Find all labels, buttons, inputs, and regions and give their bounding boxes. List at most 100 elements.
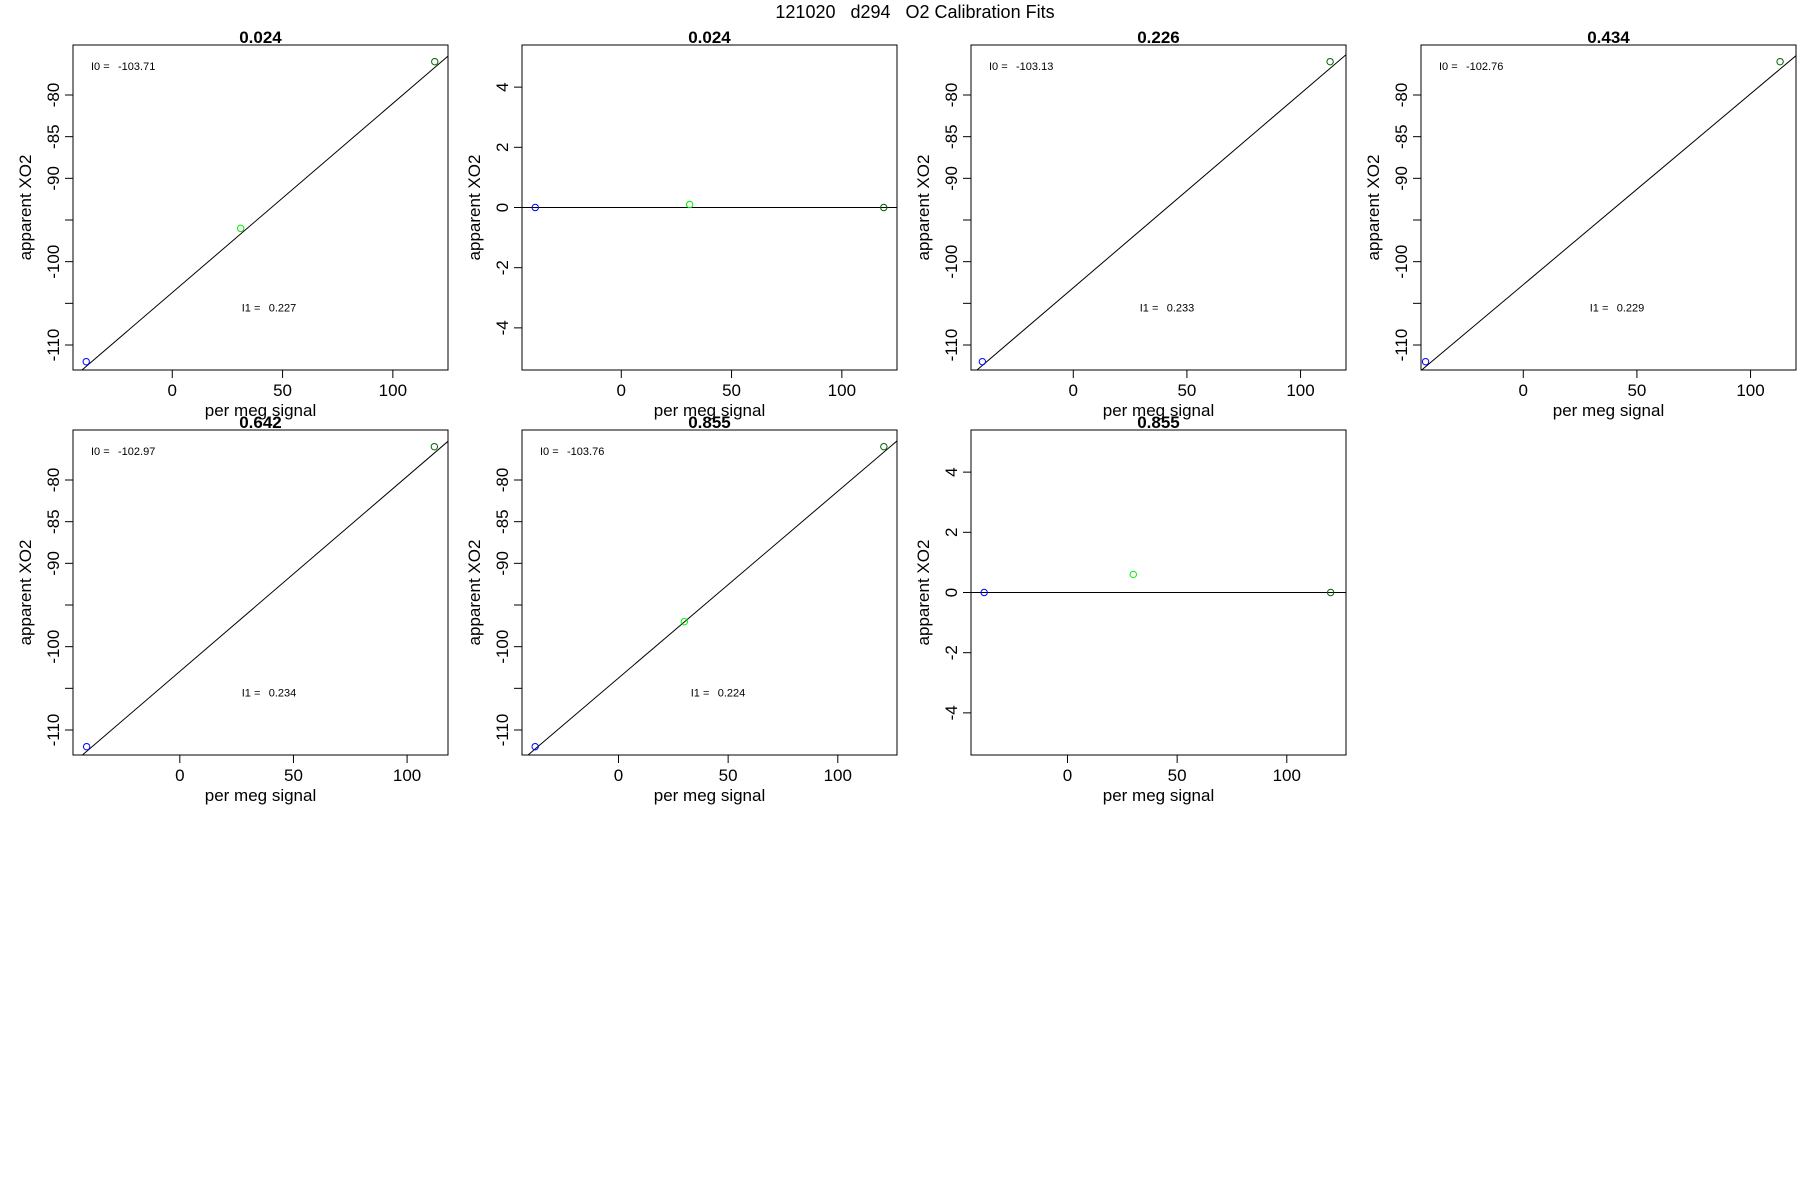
y-tick-label: 0 xyxy=(493,203,512,212)
y-tick-label: -2 xyxy=(942,645,961,660)
plot-frame xyxy=(521,429,898,756)
x-tick-label: 50 xyxy=(1168,766,1187,785)
data-point xyxy=(685,200,694,209)
data-point xyxy=(1326,57,1334,66)
fit-line xyxy=(81,440,448,755)
x-tick-label: 0 xyxy=(614,766,623,785)
x-axis-label: per meg signal xyxy=(1553,401,1665,420)
x-tick-label: 100 xyxy=(1286,381,1314,400)
data-point xyxy=(82,742,91,751)
panel-7: 0.855 0 50 100 -4 -2 0 2 4 per meg signal apparent… xyxy=(914,413,1347,805)
fit-annotation-intercept: I0 = -103.76 xyxy=(540,446,604,458)
data-point xyxy=(680,617,688,626)
annotation-label: I1 = xyxy=(1590,303,1609,315)
panel-1: 0.024 0 50 100 -110 -100 -90 -85 -80 per meg sign… xyxy=(16,28,449,420)
y-tick-label: -90 xyxy=(493,551,512,576)
plot-frame xyxy=(1420,44,1797,371)
annotation-value: -103.71 xyxy=(118,61,155,73)
fit-line xyxy=(1421,55,1796,370)
annotation-value: 0.229 xyxy=(1617,303,1645,315)
x-tick-label: 0 xyxy=(168,381,177,400)
fit-annotation-intercept: I0 = -103.13 xyxy=(989,61,1053,73)
y-tick-label: -85 xyxy=(44,124,63,149)
y-axis-label: apparent XO2 xyxy=(465,540,484,646)
annotation-value: 0.227 xyxy=(269,303,297,315)
x-tick-label: 50 xyxy=(1627,381,1646,400)
fit-annotation-intercept: I0 = -102.97 xyxy=(91,446,155,458)
y-tick-label: 4 xyxy=(942,467,961,476)
y-tick-label: -110 xyxy=(493,714,512,747)
y-axis-label: apparent XO2 xyxy=(16,540,35,646)
x-axis-label: per meg signal xyxy=(205,401,317,420)
panel-6: 0.855 0 50 100 -110 -100 -90 -85 -80 per meg sign… xyxy=(465,413,898,805)
y-tick-label: -80 xyxy=(44,83,63,108)
figure-title: 121020 d294 O2 Calibration Fits xyxy=(775,2,1055,22)
x-tick-label: 0 xyxy=(1069,381,1078,400)
data-point xyxy=(1326,588,1335,597)
data-point xyxy=(1776,57,1784,66)
y-axis-label: apparent XO2 xyxy=(914,155,933,261)
y-tick-label: -110 xyxy=(44,714,63,747)
y-tick-label: -85 xyxy=(942,124,961,149)
x-tick-label: 0 xyxy=(1519,381,1528,400)
x-axis-label: per meg signal xyxy=(1103,786,1215,805)
panel-title: 0.855 xyxy=(1137,413,1180,432)
x-tick-label: 0 xyxy=(617,381,626,400)
annotation-label: I1 = xyxy=(1140,303,1159,315)
data-point xyxy=(880,442,888,451)
panel-3: 0.226 0 50 100 -110 -100 -90 -85 -80 per meg sign… xyxy=(914,28,1347,420)
x-tick-label: 100 xyxy=(1736,381,1764,400)
fit-line xyxy=(976,54,1346,370)
y-tick-label: -80 xyxy=(942,83,961,108)
annotation-label: I1 = xyxy=(242,688,261,700)
y-axis-label: apparent XO2 xyxy=(1364,155,1383,261)
y-tick-label: -80 xyxy=(44,468,63,493)
data-point xyxy=(980,588,988,597)
x-tick-label: 50 xyxy=(273,381,292,400)
y-axis-label: apparent XO2 xyxy=(16,155,35,261)
x-tick-label: 50 xyxy=(1177,381,1196,400)
panel-title: 0.024 xyxy=(239,28,282,47)
data-point xyxy=(531,203,539,212)
annotation-label: I0 = xyxy=(540,446,559,458)
panel-title: 0.226 xyxy=(1137,28,1180,47)
y-tick-label: -110 xyxy=(44,329,63,362)
y-tick-label: -85 xyxy=(493,509,512,534)
y-tick-label: -85 xyxy=(44,509,63,534)
x-tick-label: 100 xyxy=(393,766,421,785)
data-point xyxy=(978,357,987,366)
data-point xyxy=(1129,570,1137,579)
y-axis-label: apparent XO2 xyxy=(465,155,484,261)
y-tick-label: 4 xyxy=(493,82,512,91)
panel-title: 0.024 xyxy=(688,28,731,47)
x-tick-label: 100 xyxy=(379,381,407,400)
annotation-label: I0 = xyxy=(91,446,110,458)
x-tick-label: 50 xyxy=(722,381,741,400)
annotation-label: I1 = xyxy=(242,303,261,315)
annotation-value: 0.234 xyxy=(269,688,297,700)
y-tick-label: -80 xyxy=(1392,83,1411,108)
data-point xyxy=(431,57,439,66)
y-tick-label: -110 xyxy=(1392,329,1411,362)
y-tick-label: -100 xyxy=(493,630,512,664)
fit-annotation-slope: I1 = 0.224 xyxy=(691,688,746,700)
annotation-value: -103.76 xyxy=(567,446,604,458)
annotation-label: I1 = xyxy=(691,688,710,700)
data-point xyxy=(531,742,539,751)
y-tick-label: -90 xyxy=(1392,166,1411,191)
data-point xyxy=(880,203,888,212)
annotation-value: -102.97 xyxy=(118,446,155,458)
panel-5: 0.642 0 50 100 -110 -100 -90 -85 -80 per meg sign… xyxy=(16,413,449,805)
y-tick-label: -110 xyxy=(942,329,961,362)
x-axis-label: per meg signal xyxy=(205,786,317,805)
annotation-label: I0 = xyxy=(989,61,1008,73)
data-point xyxy=(1421,357,1430,366)
data-point xyxy=(82,357,90,366)
x-axis-label: per meg signal xyxy=(1103,401,1215,420)
annotation-value: 0.224 xyxy=(718,688,746,700)
fit-line xyxy=(527,440,897,755)
panel-title: 0.642 xyxy=(239,413,282,432)
data-point xyxy=(430,442,439,451)
fit-annotation-slope: I1 = 0.234 xyxy=(242,688,297,700)
